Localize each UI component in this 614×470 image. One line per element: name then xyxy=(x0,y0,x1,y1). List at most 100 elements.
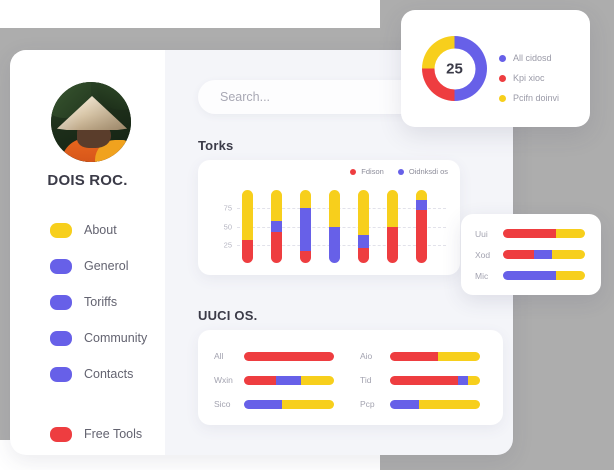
metric-row[interactable]: Mic xyxy=(475,265,585,286)
metric-bar-segment xyxy=(503,250,535,259)
bar-segment xyxy=(271,232,282,263)
donut-legend-label: Pcifn doinvi xyxy=(513,93,560,103)
bar-column[interactable] xyxy=(242,190,253,263)
bar-segment xyxy=(358,190,369,236)
metric-row-label: Mic xyxy=(475,270,489,281)
bar-segment xyxy=(300,190,311,209)
sidebar-item-community[interactable]: Community xyxy=(10,320,165,356)
metric-row[interactable]: Xod xyxy=(475,244,585,265)
profile-name: DOIS ROC. xyxy=(47,172,128,189)
metric-row[interactable]: All xyxy=(214,344,334,368)
metric-row-bar xyxy=(503,250,585,259)
donut-legend-label: All cidosd xyxy=(513,53,552,63)
sidebar-item-generol[interactable]: Generol xyxy=(10,248,165,284)
gridline xyxy=(237,226,446,228)
mini-metrics-card: Uui Xod Mic xyxy=(461,214,601,295)
metric-row-bar xyxy=(244,375,334,385)
bar-column[interactable] xyxy=(271,190,282,263)
metric-row-bar xyxy=(503,229,585,238)
metric-bar-segment xyxy=(457,375,469,385)
bar-segment xyxy=(358,248,369,263)
sidebar-item-toriffs[interactable]: Toriffs xyxy=(10,284,165,320)
gridline xyxy=(237,208,446,210)
metric-row[interactable]: Wxin xyxy=(214,368,334,392)
section-title-uuci: UUCI OS. xyxy=(198,308,258,323)
bar-segment xyxy=(416,200,427,210)
bar-segment xyxy=(329,227,340,263)
bar-chart-legend: Fdison Oidnksdi os xyxy=(350,167,448,176)
donut-legend-entry: Pcifn doinvi xyxy=(499,88,559,108)
metric-row-label: Sico xyxy=(214,399,231,409)
sidebar-item-contacts[interactable]: Contacts xyxy=(10,356,165,392)
sidebar-item-label: Community xyxy=(84,331,148,345)
metric-bar-segment xyxy=(244,351,334,361)
metric-bar-segment xyxy=(418,399,480,409)
avatar xyxy=(51,82,131,162)
metric-bar-segment xyxy=(276,375,301,385)
metric-row-bar xyxy=(390,375,480,385)
metric-bar-segment xyxy=(390,399,419,409)
uuci-column-left: All Wxin Sico xyxy=(214,344,334,416)
sidebar-item-bullet-icon xyxy=(50,330,72,346)
gridline xyxy=(237,244,446,246)
uuci-os-card: All Wxin Sico Aio Tid Pcp xyxy=(198,330,503,425)
metric-row[interactable]: Uui xyxy=(475,223,585,244)
metric-bar-segment xyxy=(534,250,553,259)
sidebar-item-label: About xyxy=(84,223,117,237)
y-axis-tick-label: 50 xyxy=(223,222,232,231)
bar-chart-plot: 25 50 75 xyxy=(212,186,448,266)
sidebar-item-about[interactable]: About xyxy=(10,212,165,248)
bar-column[interactable] xyxy=(416,190,427,263)
metric-row-label: All xyxy=(214,351,224,361)
metric-row-label: Aio xyxy=(360,351,373,361)
bar-segment xyxy=(416,209,427,263)
y-axis-tick-label: 75 xyxy=(223,203,232,213)
metric-bar-segment xyxy=(503,271,557,280)
bar-column[interactable] xyxy=(329,190,340,263)
app-window: DOIS ROC. About Generol Toriffs Community Co… xyxy=(10,50,513,455)
metric-row[interactable]: Aio xyxy=(360,344,480,368)
legend-entry: Fdison xyxy=(350,167,384,176)
bar-segment xyxy=(300,250,311,263)
metric-row[interactable]: Sico xyxy=(214,392,334,416)
bar-segment xyxy=(300,208,311,251)
metric-row[interactable]: Tid xyxy=(360,368,480,392)
donut-chart-card: 25 All cidosd Kpi xioc Pcifn doinvi xyxy=(401,10,590,127)
bar-segment xyxy=(242,190,253,241)
metric-row-label: Xod xyxy=(475,249,491,260)
metric-row[interactable]: Pcp xyxy=(360,392,480,416)
metric-row-label: Pcp xyxy=(360,399,375,409)
uuci-column-right: Aio Tid Pcp xyxy=(360,344,480,416)
metric-bar-segment xyxy=(556,229,585,238)
bar-column[interactable] xyxy=(358,190,369,263)
y-axis-tick-label: 25 xyxy=(223,240,232,250)
metric-bar-segment xyxy=(244,375,277,385)
donut-chart-legend: All cidosd Kpi xioc Pcifn doinvi xyxy=(499,48,559,108)
donut-legend-swatch-icon xyxy=(499,54,506,62)
bar-segment xyxy=(416,190,427,201)
sidebar: DOIS ROC. About Generol Toriffs Community Co… xyxy=(10,50,165,455)
sidebar-item-bullet-icon xyxy=(50,426,72,442)
legend-swatch-icon xyxy=(350,168,357,175)
metric-row-label: Uui xyxy=(475,228,488,239)
sidebar-item-label: Free Tools xyxy=(84,427,143,441)
sidebar-item-label: Generol xyxy=(84,259,129,273)
bar-column[interactable] xyxy=(300,190,311,263)
torks-bar-chart-card: Fdison Oidnksdi os 25 50 75 xyxy=(198,160,460,275)
sidebar-item-label: Toriffs xyxy=(84,295,118,309)
sidebar-item-bullet-icon xyxy=(50,366,72,382)
donut-legend-entry: Kpi xioc xyxy=(499,68,559,88)
metric-bar-segment xyxy=(552,250,585,259)
metric-bar-segment xyxy=(390,351,438,361)
sidebar-item-free-tools[interactable]: Free Tools xyxy=(10,416,165,452)
metric-bar-segment xyxy=(556,271,585,280)
bar-column[interactable] xyxy=(387,190,398,263)
metric-row-bar xyxy=(503,271,585,280)
metric-row-bar xyxy=(390,399,480,409)
metric-bar-segment xyxy=(437,351,480,361)
metric-row-bar xyxy=(244,351,334,361)
legend-swatch-icon xyxy=(397,168,404,175)
sidebar-item-bullet-icon xyxy=(50,294,72,310)
donut-legend-swatch-icon xyxy=(499,94,506,102)
